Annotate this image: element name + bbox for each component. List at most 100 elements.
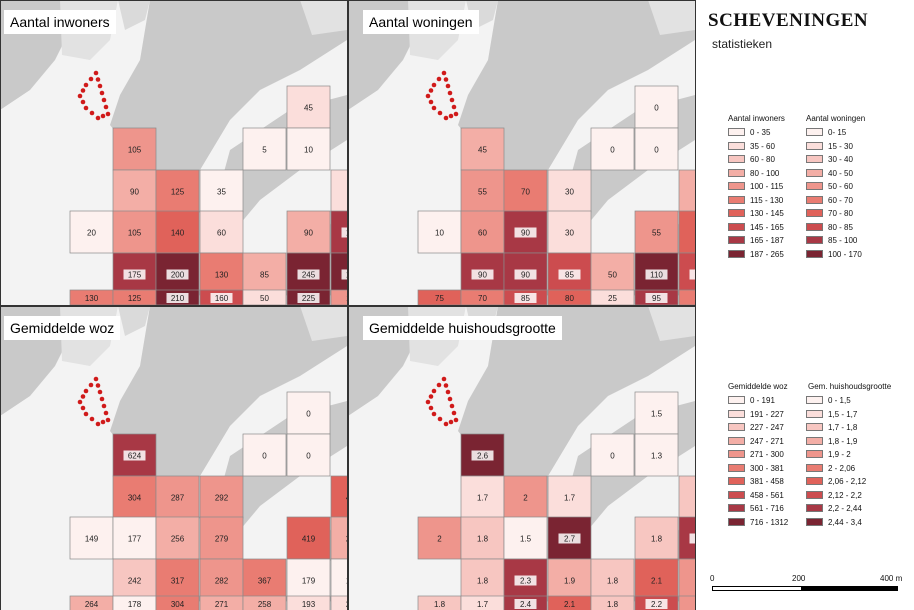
page-subtitle: statistieken xyxy=(712,37,773,51)
cell-value: 304 xyxy=(171,600,185,609)
cell-value: 55 xyxy=(652,229,661,238)
outline-dot xyxy=(80,88,86,93)
grid-cell: 258 xyxy=(242,595,287,610)
cell-value: 90 xyxy=(130,188,139,197)
grid-cell: 287 xyxy=(155,475,200,519)
cell-value: 5 xyxy=(262,146,267,155)
panel-frame xyxy=(0,306,348,610)
legend-label: 15 - 30 xyxy=(828,141,853,151)
grid-cell: 110 xyxy=(634,252,679,296)
cell-value: 60 xyxy=(478,229,487,238)
legend-swatch xyxy=(806,222,823,231)
legend-swatch xyxy=(728,477,745,485)
cell-value: 115 xyxy=(346,294,359,303)
grid-cell: 1.3 xyxy=(634,433,679,477)
outline-dot xyxy=(447,396,453,402)
outline-dot xyxy=(428,99,434,105)
cell-value: 125 xyxy=(128,294,142,303)
outline-dot xyxy=(448,113,454,119)
legend-swatch xyxy=(806,396,823,404)
cell-value: 85 xyxy=(565,271,574,280)
grid-cell: 2.4 xyxy=(503,595,548,610)
cell-value: 105 xyxy=(128,146,142,155)
cell-value: 130 xyxy=(85,294,99,303)
cell-value: 90 xyxy=(478,271,487,280)
grid-cell: 30 xyxy=(547,169,592,213)
cell-value: 271 xyxy=(215,600,229,609)
outline-dot xyxy=(83,82,89,88)
legend-swatch xyxy=(728,504,745,512)
grid-cell: 5 xyxy=(242,127,287,171)
legend-label: 2,2 - 2,44 xyxy=(828,504,862,513)
cell-value: 90 xyxy=(521,229,530,238)
grid-cell: 105 xyxy=(112,210,157,254)
legend-swatch xyxy=(728,396,745,404)
grid-cell: 256 xyxy=(155,516,200,560)
grid-cell: 30 xyxy=(547,210,592,254)
outline-dot xyxy=(95,421,101,427)
legend-label: 1,5 - 1,7 xyxy=(828,409,858,419)
outline-dot xyxy=(437,110,443,116)
outline-dot xyxy=(449,97,455,103)
legend-label: 80 - 85 xyxy=(828,222,853,232)
outline-dot xyxy=(436,76,442,82)
legend-swatch xyxy=(806,504,823,512)
grid-cell: 2.1 xyxy=(634,558,679,602)
cell-value: 125 xyxy=(171,188,185,197)
grid-cell: 1.8 xyxy=(634,516,679,560)
legend-label: 191 - 227 xyxy=(750,409,784,419)
outline-dot xyxy=(448,419,454,425)
grid-cell: 225 xyxy=(330,595,347,610)
cell-value: 242 xyxy=(128,577,142,586)
outline-dot xyxy=(451,104,457,110)
outline-dot xyxy=(428,394,434,399)
grid-cell: 0 xyxy=(286,433,331,477)
cell-value: 179 xyxy=(302,577,316,586)
grid-cell: 2.6 xyxy=(460,433,505,477)
legend-label: 40 - 50 xyxy=(828,168,853,178)
legend-swatch xyxy=(806,236,823,244)
cell-value: 10 xyxy=(304,146,313,155)
grid-cell: 55 xyxy=(460,169,505,213)
grid-cell: 85 xyxy=(242,252,287,296)
outline-dot xyxy=(443,421,449,427)
legend-label: 187 - 265 xyxy=(750,249,784,259)
grid-cell: 45 xyxy=(460,127,505,171)
outline-dot xyxy=(83,105,89,111)
grid-cell: 210 xyxy=(155,289,200,305)
grid-cell: 90 xyxy=(460,252,505,296)
cell-value: 70 xyxy=(478,294,487,303)
grid-cell: 2.1 xyxy=(547,595,592,610)
grid-cell: 1.8 xyxy=(460,558,505,602)
grid-cell: 75 xyxy=(417,289,462,305)
legend-label: 0 - 191 xyxy=(750,396,775,405)
panel-title-inwoners: Aantal inwoners xyxy=(4,10,116,34)
legend-heading-woningen: Aantal woningen xyxy=(806,114,866,123)
cell-value: 45 xyxy=(304,104,313,113)
legend-label: 30 - 40 xyxy=(828,155,853,164)
scale-bar: 0 200 400 m xyxy=(708,574,904,604)
cell-value: 140 xyxy=(171,229,185,238)
cell-value: 1.7 xyxy=(477,600,489,609)
cell-value: 85 xyxy=(696,271,705,280)
cell-value: 1.5 xyxy=(651,410,663,419)
grid-cell: 1.5 xyxy=(503,516,548,560)
legend-label: 0 - 35 xyxy=(750,128,771,137)
grid-cell: 245 xyxy=(286,252,331,296)
cell-value: 160 xyxy=(215,294,229,303)
legend-label: 100 - 170 xyxy=(828,249,862,259)
legend-label: 227 - 247 xyxy=(750,423,784,432)
map-panel-woz: 0 624 0 0 304 287 292 436 149 177 256 279 419 259 242 3… xyxy=(0,306,360,610)
cell-value: 282 xyxy=(215,577,229,586)
legend-swatch xyxy=(728,436,745,445)
cell-value: 1.8 xyxy=(651,535,663,544)
legend-label: 716 - 1312 xyxy=(750,517,789,527)
outline-dot xyxy=(99,396,105,402)
cell-value: 436 xyxy=(346,494,360,503)
grid-cell: 190 xyxy=(330,558,347,602)
map-panel-inwoners: 45 105 5 10 90 125 35 55 20 105 140 60 90 185 175 200 13… xyxy=(0,0,359,306)
cell-value: 177 xyxy=(128,535,142,544)
outline-dot xyxy=(453,111,459,117)
legend-swatch xyxy=(728,409,745,418)
grid-cell: 1.9 xyxy=(547,558,592,602)
